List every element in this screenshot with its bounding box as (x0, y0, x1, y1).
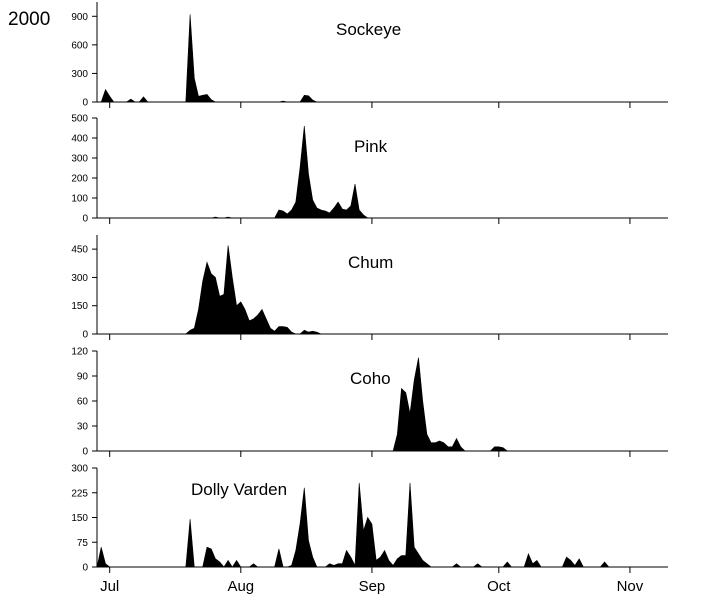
y-tick-label-coho: 30 (77, 422, 89, 433)
y-tick-label-coho: 120 (71, 347, 88, 358)
y-tick-label-dolly-varden: 150 (71, 513, 88, 524)
area-series-sockeye (100, 14, 318, 103)
y-tick-label-pink: 300 (71, 154, 88, 165)
panel-title-sockeye: Sockeye (336, 20, 401, 39)
y-tick-label-chum: 150 (71, 301, 88, 312)
y-tick-label-pink: 200 (71, 174, 88, 185)
area-series-pink (211, 125, 369, 219)
area-series-coho (392, 357, 509, 452)
y-tick-label-sockeye: 600 (71, 40, 88, 51)
y-tick-label-sockeye: 900 (71, 12, 88, 23)
y-tick-label-dolly-varden: 300 (71, 464, 88, 475)
panel-title-dolly-varden: Dolly Varden (191, 480, 287, 499)
y-tick-label-coho: 0 (82, 447, 88, 458)
y-tick-label-pink: 0 (82, 214, 88, 225)
y-tick-label-pink: 500 (71, 114, 88, 125)
x-tick-label-sep: Sep (359, 578, 386, 595)
y-tick-label-pink: 100 (71, 194, 88, 205)
panel-title-pink: Pink (354, 137, 388, 156)
panel-title-chum: Chum (348, 253, 393, 272)
year-label: 2000 (8, 9, 51, 30)
x-tick-label-aug: Aug (227, 578, 254, 595)
y-tick-label-sockeye: 300 (71, 69, 88, 80)
y-tick-label-dolly-varden: 225 (71, 488, 88, 499)
x-tick-label-nov: Nov (617, 578, 644, 595)
area-series-chum (185, 245, 322, 335)
y-tick-label-chum: 0 (82, 330, 88, 341)
y-tick-label-coho: 90 (77, 372, 89, 383)
y-tick-label-dolly-varden: 75 (77, 538, 89, 549)
x-tick-label-oct: Oct (487, 578, 511, 595)
y-tick-label-dolly-varden: 0 (82, 563, 88, 574)
x-tick-label-jul: Jul (100, 578, 119, 595)
y-tick-label-coho: 60 (77, 397, 89, 408)
y-tick-label-pink: 400 (71, 134, 88, 145)
y-tick-label-chum: 300 (71, 273, 88, 284)
y-tick-label-sockeye: 0 (82, 98, 88, 109)
y-tick-label-chum: 450 (71, 245, 88, 256)
panel-title-coho: Coho (350, 369, 391, 388)
area-series-dolly-varden (96, 482, 610, 568)
